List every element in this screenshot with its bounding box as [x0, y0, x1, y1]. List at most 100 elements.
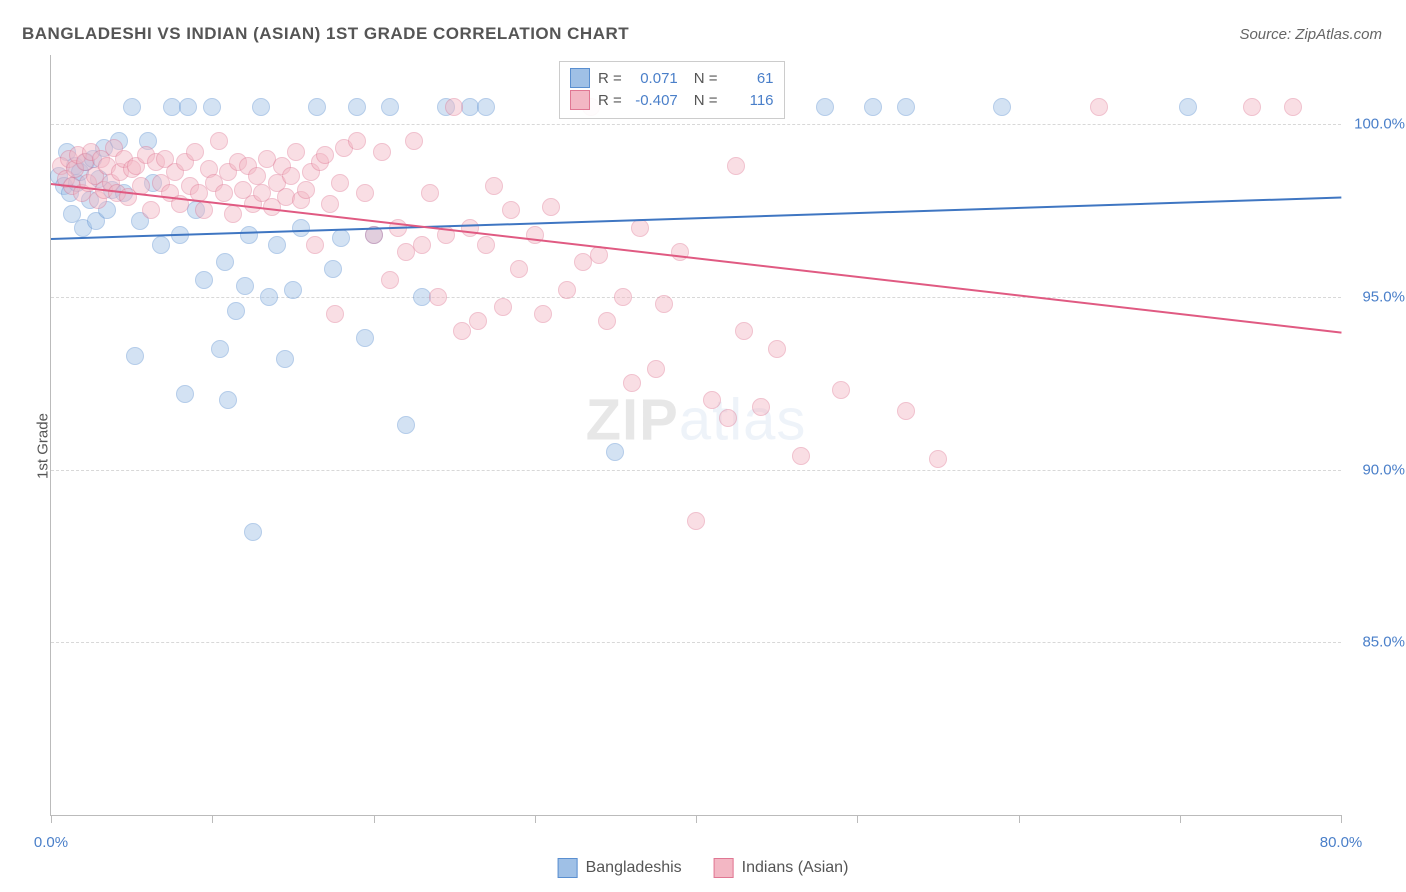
- legend-label: Indians (Asian): [742, 859, 849, 877]
- scatter-point: [792, 447, 810, 465]
- scatter-point: [306, 236, 324, 254]
- scatter-point: [195, 271, 213, 289]
- scatter-point: [719, 409, 737, 427]
- scatter-point: [224, 205, 242, 223]
- scatter-point: [752, 398, 770, 416]
- y-tick-label: 85.0%: [1362, 634, 1405, 651]
- scatter-point: [832, 381, 850, 399]
- scatter-point: [152, 236, 170, 254]
- scatter-point: [203, 98, 221, 116]
- scatter-point: [210, 132, 228, 150]
- scatter-point: [897, 402, 915, 420]
- scatter-point: [381, 98, 399, 116]
- scatter-point: [227, 302, 245, 320]
- scatter-point: [260, 288, 278, 306]
- scatter-point: [727, 157, 745, 175]
- scatter-point: [373, 143, 391, 161]
- scatter-point: [308, 98, 326, 116]
- scatter-point: [287, 143, 305, 161]
- scatter-point: [215, 184, 233, 202]
- scatter-point: [614, 288, 632, 306]
- scatter-point: [405, 132, 423, 150]
- stats-r-value: -0.407: [630, 92, 678, 109]
- scatter-point: [292, 219, 310, 237]
- stats-n-value: 61: [726, 70, 774, 87]
- x-tick: [535, 815, 536, 823]
- scatter-point: [1284, 98, 1302, 116]
- scatter-point: [558, 281, 576, 299]
- scatter-point: [469, 312, 487, 330]
- legend-swatch-icon: [714, 858, 734, 878]
- scatter-point: [381, 271, 399, 289]
- scatter-point: [142, 201, 160, 219]
- scatter-point: [236, 277, 254, 295]
- scatter-point: [502, 201, 520, 219]
- scatter-point: [282, 167, 300, 185]
- scatter-point: [126, 347, 144, 365]
- x-tick: [212, 815, 213, 823]
- scatter-point: [1090, 98, 1108, 116]
- stats-n-label: N =: [694, 92, 718, 109]
- stats-r-value: 0.071: [630, 70, 678, 87]
- x-tick-label: 0.0%: [34, 834, 68, 851]
- stats-row: R = -0.407 N = 116: [570, 90, 774, 110]
- y-tick-label: 100.0%: [1354, 116, 1405, 133]
- scatter-point: [510, 260, 528, 278]
- scatter-point: [276, 350, 294, 368]
- x-tick: [51, 815, 52, 823]
- scatter-point: [655, 295, 673, 313]
- scatter-point: [186, 143, 204, 161]
- gridline: [51, 470, 1341, 471]
- y-tick-label: 90.0%: [1362, 461, 1405, 478]
- stats-r-label: R =: [598, 70, 622, 87]
- scatter-point: [735, 322, 753, 340]
- legend-label: Bangladeshis: [586, 859, 682, 877]
- scatter-point: [421, 184, 439, 202]
- x-tick: [374, 815, 375, 823]
- scatter-point: [1179, 98, 1197, 116]
- scatter-point: [252, 98, 270, 116]
- scatter-point: [1243, 98, 1261, 116]
- stats-row: R =0.071N =61: [570, 68, 774, 88]
- stats-swatch-icon: [570, 90, 590, 110]
- scatter-point: [176, 385, 194, 403]
- source-label: Source: ZipAtlas.com: [1239, 26, 1382, 43]
- scatter-point: [993, 98, 1011, 116]
- scatter-point: [179, 98, 197, 116]
- x-tick: [696, 815, 697, 823]
- scatter-point: [897, 98, 915, 116]
- scatter-point: [284, 281, 302, 299]
- stats-n-value: 116: [726, 92, 774, 109]
- scatter-point: [268, 236, 286, 254]
- x-tick: [1341, 815, 1342, 823]
- scatter-point: [297, 181, 315, 199]
- scatter-point: [477, 98, 495, 116]
- scatter-point: [606, 443, 624, 461]
- scatter-point: [623, 374, 641, 392]
- scatter-point: [219, 391, 237, 409]
- scatter-point: [195, 201, 213, 219]
- scatter-point: [332, 229, 350, 247]
- scatter-point: [477, 236, 495, 254]
- legend-item-indians: Indians (Asian): [714, 858, 849, 878]
- plot-area: ZIPatlas 85.0%90.0%95.0%100.0%0.0%80.0%R…: [50, 55, 1341, 816]
- scatter-point: [929, 450, 947, 468]
- scatter-point: [240, 226, 258, 244]
- scatter-point: [598, 312, 616, 330]
- x-tick: [857, 815, 858, 823]
- scatter-point: [413, 236, 431, 254]
- scatter-point: [687, 512, 705, 530]
- scatter-point: [123, 98, 141, 116]
- scatter-point: [321, 195, 339, 213]
- gridline: [51, 124, 1341, 125]
- scatter-point: [494, 298, 512, 316]
- chart-container: BANGLADESHI VS INDIAN (ASIAN) 1ST GRADE …: [0, 0, 1406, 892]
- scatter-point: [348, 98, 366, 116]
- legend-swatch-icon: [558, 858, 578, 878]
- stats-r-label: R =: [598, 92, 622, 109]
- scatter-point: [590, 246, 608, 264]
- scatter-point: [485, 177, 503, 195]
- scatter-point: [542, 198, 560, 216]
- scatter-point: [647, 360, 665, 378]
- scatter-point: [816, 98, 834, 116]
